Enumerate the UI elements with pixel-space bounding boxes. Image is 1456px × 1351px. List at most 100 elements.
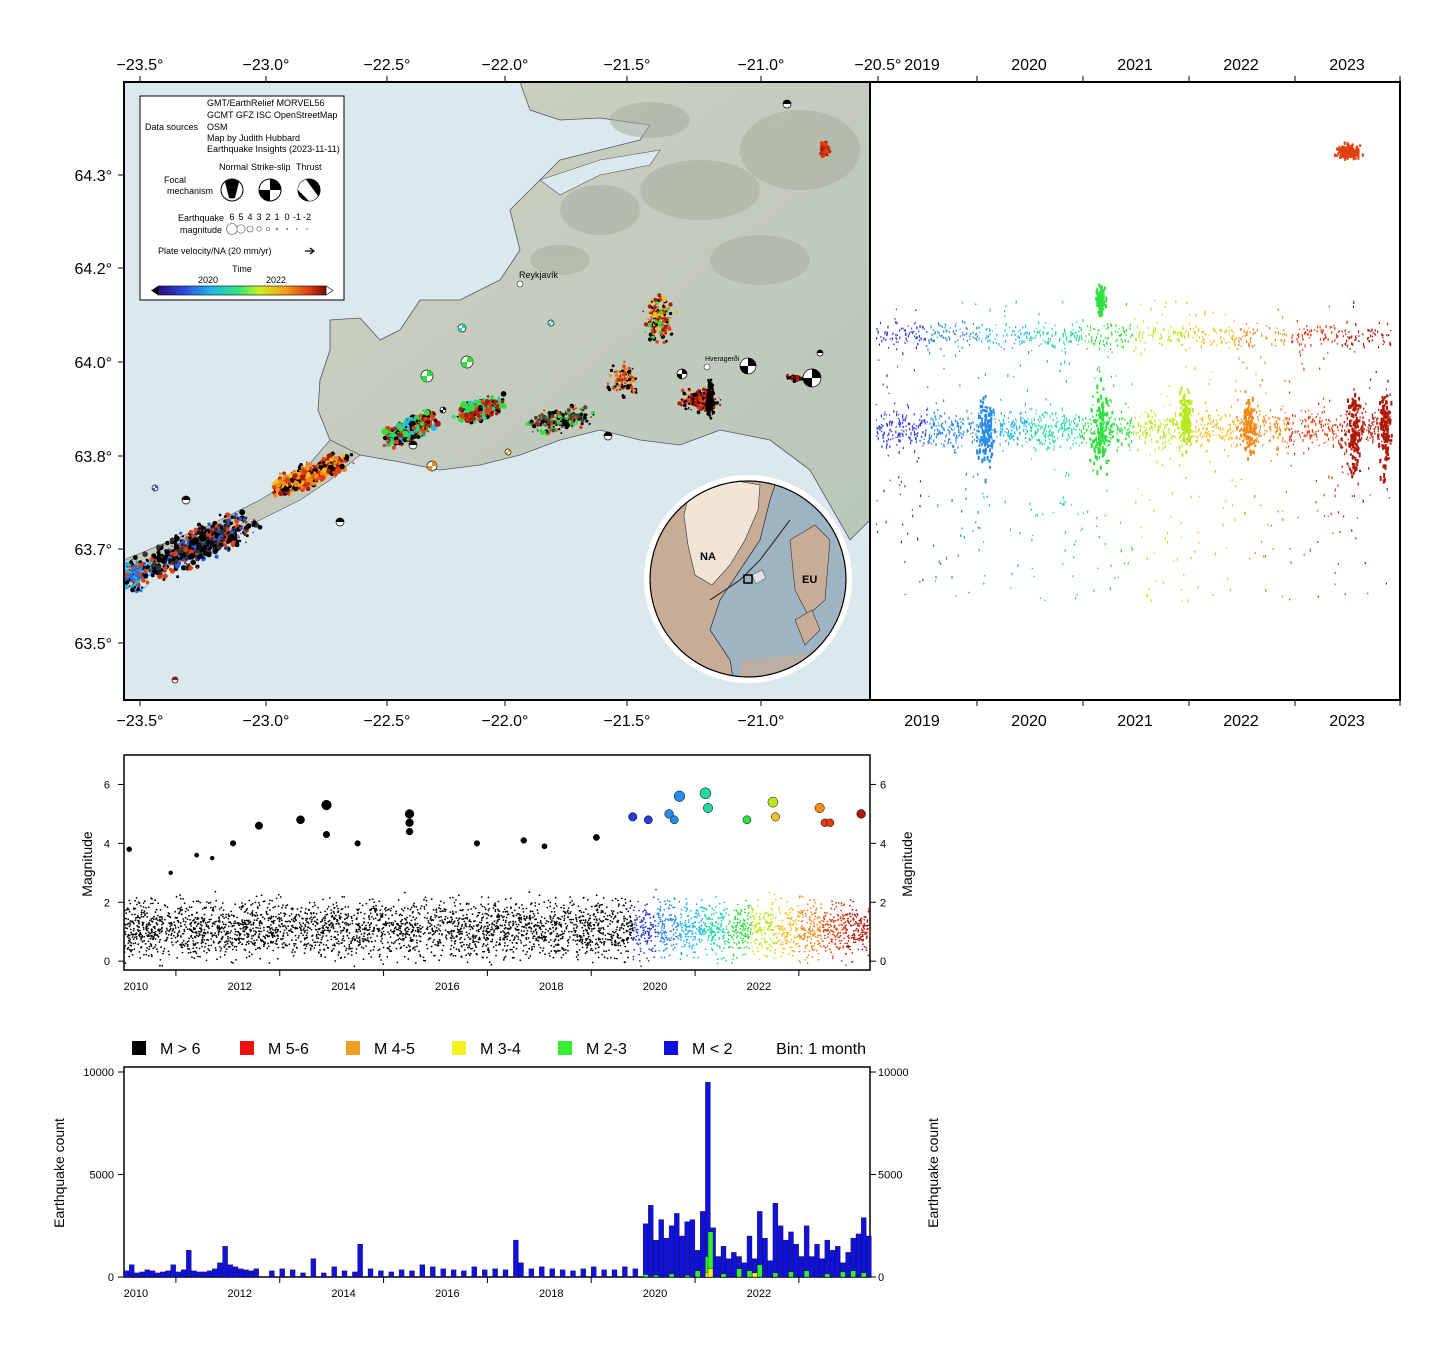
time-point — [1078, 419, 1081, 422]
time-point — [912, 514, 914, 518]
earthquake-dot — [130, 578, 133, 580]
time-point — [940, 425, 942, 428]
time-point — [1352, 305, 1355, 309]
earthquake-dot — [655, 318, 658, 320]
time-point — [1039, 597, 1041, 600]
time-point — [970, 332, 972, 335]
focal-mechanism-icon — [426, 460, 438, 472]
time-point — [1162, 442, 1164, 445]
time-point — [1201, 443, 1203, 446]
time-point — [1221, 341, 1223, 344]
time-point — [1024, 436, 1027, 440]
time-point — [1296, 334, 1298, 336]
time-colorbar — [157, 285, 327, 296]
time-point — [1068, 340, 1070, 343]
time-point — [1255, 423, 1258, 426]
earthquake-dot — [708, 413, 711, 415]
earthquake-dot — [666, 325, 671, 330]
time-point — [923, 328, 925, 330]
time-point — [1285, 490, 1287, 494]
time-point — [1055, 413, 1057, 416]
earthquake-dot — [623, 360, 626, 363]
time-point — [1195, 325, 1197, 329]
time-point — [913, 323, 915, 325]
time-point — [887, 434, 889, 437]
earthquake-dot — [206, 546, 209, 549]
time-point — [1213, 339, 1215, 342]
time-point — [1382, 343, 1384, 346]
earthquake-dot — [664, 331, 667, 335]
time-point — [1172, 418, 1175, 422]
time-point — [1268, 426, 1270, 428]
time-point — [1060, 445, 1062, 448]
time-point — [1236, 337, 1238, 339]
time-point — [1368, 467, 1370, 470]
earthquake-dot — [494, 403, 496, 405]
time-point — [1158, 338, 1160, 340]
magnitude-scale-label: 6 — [229, 212, 234, 222]
time-point — [889, 429, 891, 431]
time-point — [933, 439, 935, 443]
time-point — [1090, 428, 1092, 431]
time-point — [1095, 413, 1097, 417]
time-point — [1261, 379, 1263, 382]
time-point — [1345, 333, 1347, 336]
earthquake-dot — [644, 318, 647, 321]
earthquake-dot — [657, 293, 662, 298]
time-point — [1358, 340, 1360, 342]
time-point — [1098, 366, 1100, 369]
time-point — [1125, 333, 1127, 336]
legend-source-line-2: GCMT GFZ ISC OpenStreetMap — [207, 110, 337, 120]
time-point — [1045, 435, 1047, 439]
earthquake-dot — [128, 572, 134, 578]
time-point — [876, 328, 878, 331]
time-point — [1040, 419, 1042, 422]
time-point — [1337, 425, 1339, 429]
time-point — [905, 416, 907, 420]
time-point — [1281, 440, 1284, 443]
time-point — [1082, 418, 1084, 421]
time-point — [898, 417, 900, 420]
earthquake-dot — [706, 395, 709, 397]
time-point — [1342, 471, 1344, 474]
time-point — [1200, 340, 1203, 343]
time-point — [1308, 336, 1310, 339]
time-point — [1297, 516, 1299, 519]
time-point — [1042, 513, 1044, 516]
magnitude-scale-label: 3 — [256, 212, 261, 222]
earthquake-dot — [708, 397, 712, 401]
time-point — [1321, 411, 1323, 414]
earthquake-dot — [230, 542, 236, 548]
time-point — [1211, 422, 1214, 424]
time-point — [1206, 449, 1208, 453]
time-point — [1189, 313, 1191, 316]
time-point — [1085, 417, 1087, 420]
time-point — [1159, 419, 1161, 422]
earthquake-dot — [194, 554, 197, 557]
time-point — [947, 438, 950, 442]
earthquake-dot — [575, 423, 577, 425]
earthquake-dot — [489, 394, 495, 400]
time-point — [1337, 484, 1339, 487]
time-point — [1309, 330, 1311, 333]
time-point — [1084, 432, 1086, 434]
time-point — [1364, 423, 1366, 427]
time-point — [1372, 331, 1374, 334]
earthquake-dot — [707, 378, 710, 382]
time-point — [1169, 442, 1171, 445]
time-point — [934, 331, 936, 335]
time-point — [1335, 433, 1337, 435]
earthquake-dot — [709, 416, 713, 420]
time-point — [965, 326, 967, 329]
time-point — [904, 328, 906, 332]
earthquake-dot — [469, 415, 476, 422]
earthquake-dot — [196, 567, 199, 570]
time-point — [1109, 440, 1111, 444]
time-point — [1223, 448, 1225, 452]
time-point — [1346, 320, 1348, 324]
earthquake-dot — [718, 403, 722, 407]
time-point — [1196, 335, 1198, 337]
time-point — [1088, 340, 1090, 343]
focal-mechanism-icon — [408, 440, 418, 450]
time-point — [915, 337, 917, 340]
